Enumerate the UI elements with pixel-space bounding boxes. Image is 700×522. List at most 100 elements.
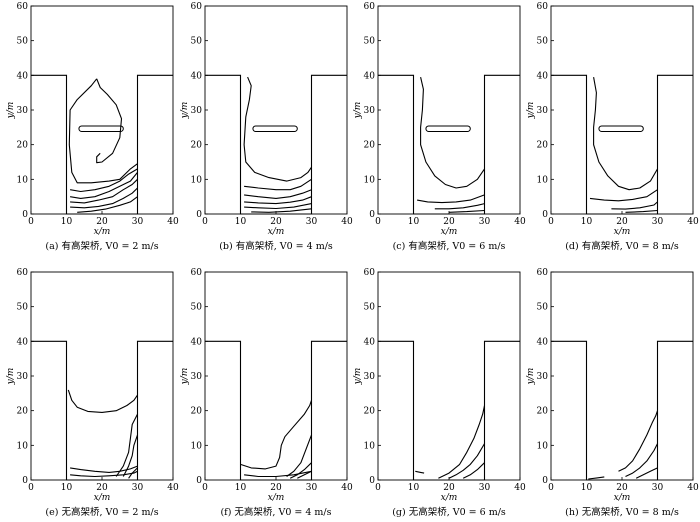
x-tick-label: 10 [61,483,73,493]
plot-frame [30,271,174,481]
x-tick-label: 40 [687,217,699,227]
contour-line [251,208,312,213]
y-tick-label: 40 [17,71,29,81]
street-canyon-outline [378,340,520,481]
y-tick-label: 20 [537,141,549,151]
plot-frame [204,5,348,215]
y-tick-label: 30 [537,106,549,116]
y-tick-label: 0 [369,210,375,220]
y-tick-label: 10 [537,175,549,185]
x-axis-label: x/m [94,493,111,503]
y-tick-label: 50 [17,303,29,313]
street-canyon-outline [205,340,347,481]
contour-line [244,189,312,199]
y-tick-label: 0 [22,476,28,486]
y-tick-label: 0 [196,476,202,486]
x-tick-label: 20 [270,217,282,227]
street-canyon-outline [551,74,693,215]
panel-caption: (g) 无高架桥, V0 = 6 m/s [392,506,506,518]
street-canyon-outline [205,74,347,215]
contour-line [244,196,312,205]
street-canyon-outline [551,340,693,481]
street-canyon-outline [31,74,173,215]
y-axis-label: y/m [526,368,536,386]
x-tick-label: 10 [581,217,593,227]
panel-b: 0 10 20 30 40 0 10 20 30 40 50 60 x/m y/m (b) 有高架桥, V0… [180,2,353,252]
panel-d: 0 10 20 30 40 0 10 20 30 40 50 60 x/m y/m (d) 有高架桥, V0… [526,2,699,252]
panel-caption: (e) 无高架桥, V0 = 2 m/s [45,506,158,518]
contour-line [244,203,312,210]
x-tick-label: 0 [375,483,381,493]
y-tick-label: 20 [17,141,29,151]
x-tick-label: 0 [375,217,381,227]
street-canyon-outline [378,74,520,215]
y-tick-label: 60 [17,2,29,12]
y-tick-label: 30 [17,106,29,116]
x-tick-label: 0 [548,483,554,493]
contour-line [70,187,138,209]
y-tick-label: 0 [22,210,28,220]
y-tick-label: 50 [191,303,203,313]
contour-line [611,201,658,210]
y-tick-label: 30 [364,106,376,116]
x-tick-label: 30 [479,483,491,493]
x-tick-label: 10 [581,483,593,493]
y-tick-label: 60 [191,268,203,278]
viaduct-deck [252,125,298,132]
x-tick-label: 30 [306,217,318,227]
x-tick-label: 40 [341,217,353,227]
contour-line [240,400,313,470]
x-axis-label: x/m [94,227,111,237]
y-tick-label: 30 [191,106,203,116]
contour-line [625,209,658,213]
x-tick-label: 0 [202,217,208,227]
y-tick-label: 60 [537,2,549,12]
y-tick-label: 0 [542,476,548,486]
y-tick-label: 50 [17,37,29,47]
panel-caption: (a) 有高架桥, V0 = 2 m/s [45,240,158,252]
x-tick-label: 40 [687,483,699,493]
y-tick-label: 60 [17,268,29,278]
x-tick-label: 10 [235,217,247,227]
y-tick-label: 20 [191,407,203,417]
y-tick-label: 10 [191,175,203,185]
y-axis-label: y/m [526,102,536,120]
contour-line [297,470,312,479]
y-tick-label: 50 [191,37,203,47]
x-tick-label: 20 [616,217,628,227]
x-axis-label: x/m [441,493,458,503]
y-tick-label: 40 [364,337,376,347]
contour-line [415,470,425,474]
panel-c: 0 10 20 30 40 0 10 20 30 40 50 60 x/m y/m (c) 有高架桥, V0… [353,2,526,252]
y-axis-label: y/m [180,102,190,120]
y-tick-label: 50 [364,37,376,47]
panel-caption: (d) 有高架桥, V0 = 8 m/s [565,240,679,252]
contour-line [420,76,485,189]
x-tick-label: 40 [167,483,179,493]
y-tick-label: 20 [364,407,376,417]
contour-line [448,209,485,213]
viaduct-deck [598,125,644,132]
y-axis-label: y/m [353,368,363,386]
y-tick-label: 0 [542,210,548,220]
viaduct-deck [78,125,124,132]
y-tick-label: 0 [196,210,202,220]
y-tick-label: 10 [191,441,203,451]
y-tick-label: 20 [191,141,203,151]
x-axis-label: x/m [268,227,285,237]
x-tick-label: 40 [167,217,179,227]
x-tick-label: 20 [96,483,108,493]
contour-line [115,413,138,477]
x-tick-label: 20 [616,483,628,493]
x-tick-label: 30 [652,483,664,493]
y-tick-label: 10 [364,441,376,451]
x-tick-label: 20 [443,483,455,493]
y-axis-label: y/m [6,102,16,120]
y-axis-label: y/m [180,368,190,386]
y-tick-label: 10 [17,441,29,451]
contour-line [244,178,312,191]
contour-line [67,389,138,413]
contour-line [70,470,138,478]
plot-frame [30,5,174,215]
